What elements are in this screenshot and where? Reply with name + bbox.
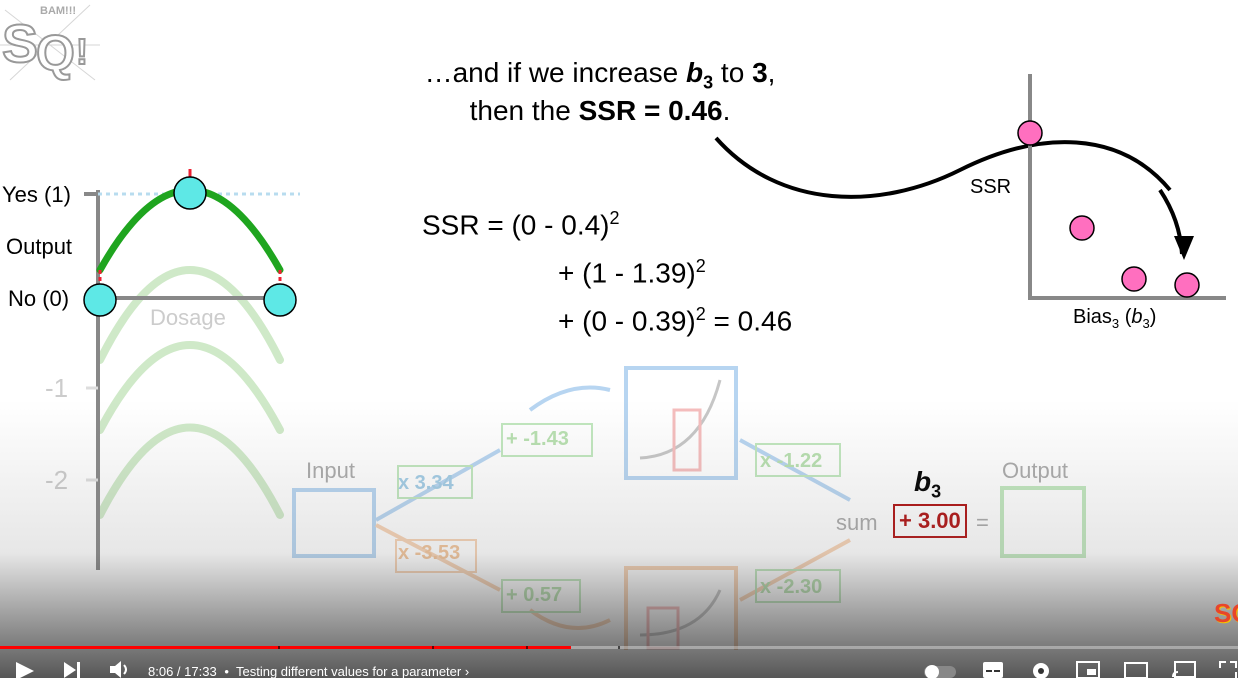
ssr-equation-line-2: + (1 - 1.39)2	[558, 256, 706, 289]
subtitles-icon[interactable]	[982, 660, 1004, 678]
ssr-point	[1174, 272, 1200, 298]
miniplayer-icon[interactable]	[1076, 660, 1100, 678]
ssr-point	[1121, 266, 1147, 292]
neural-network-diagram	[292, 366, 1086, 650]
progress-fill	[0, 646, 571, 649]
ssr-axis-label: SSR	[970, 176, 1012, 198]
svg-text:Q: Q	[36, 25, 75, 81]
sum-label: sum	[836, 510, 878, 535]
svg-text:BAM!!!: BAM!!!	[40, 5, 76, 17]
weight-top-label: x 3.34	[398, 472, 454, 494]
svg-text:S: S	[2, 14, 38, 74]
arrow-head-icon	[1174, 236, 1194, 260]
bias-bottom-label: + 0.57	[506, 584, 563, 606]
play-icon[interactable]	[14, 660, 36, 678]
data-point	[263, 283, 297, 317]
data-point	[173, 176, 207, 210]
autoplay-toggle-icon[interactable]	[922, 662, 958, 678]
bias-axis-label: Bias3 (b3)	[1073, 306, 1157, 331]
weight-out-bottom-label: x -2.30	[760, 576, 823, 598]
ssr-point	[1017, 120, 1043, 146]
weight-out-top-label: x -1.22	[760, 450, 823, 472]
theater-mode-icon[interactable]	[1124, 660, 1148, 678]
ssr-vs-bias-plot	[714, 74, 1226, 300]
svg-text:!: !	[76, 31, 88, 72]
settings-gear-icon[interactable]	[1030, 660, 1052, 678]
y-tick-minus2: -2	[45, 465, 69, 495]
ssr-point	[1069, 215, 1095, 241]
b3-value: + 3.00	[893, 504, 967, 538]
y-tick-minus1: -1	[45, 373, 69, 403]
cast-icon[interactable]	[1172, 660, 1196, 678]
equals-sign: =	[976, 510, 989, 535]
no-label: No (0)	[8, 286, 70, 311]
output-node	[1000, 486, 1086, 558]
b3-label: b3	[914, 466, 942, 502]
weight-bottom-label: x -3.53	[398, 542, 461, 564]
dosage-axis-label: Dosage	[150, 305, 226, 330]
volume-icon[interactable]	[108, 660, 132, 678]
statquest-logo-icon: S Q ! BAM!!!	[0, 0, 100, 90]
caption-line-2: then the SSR = 0.46.	[469, 95, 731, 126]
ssr-equation-line-3: + (0 - 0.39)2 = 0.46	[558, 304, 793, 337]
caption-line-1: …and if we increase b3 to 3,	[424, 57, 776, 93]
time-display: 8:06 / 17:33 •	[148, 664, 229, 679]
fullscreen-icon[interactable]	[1218, 660, 1238, 678]
arrow-curve	[714, 136, 1172, 199]
data-point	[83, 283, 117, 317]
next-icon[interactable]	[62, 660, 84, 678]
watermark-logo: SQ!	[1214, 598, 1238, 628]
output-axis-label: Output	[6, 234, 73, 259]
chapter-title[interactable]: Testing different values for a parameter…	[236, 664, 470, 679]
input-node	[292, 488, 376, 558]
ssr-equation-line-1: SSR = (0 - 0.4)2	[422, 208, 620, 241]
bottom-hidden-node	[624, 566, 738, 650]
output-label: Output	[1002, 458, 1069, 483]
input-label: Input	[306, 458, 355, 483]
yes-label: Yes (1)	[2, 182, 71, 207]
bias-top-label: + -1.43	[506, 428, 569, 450]
